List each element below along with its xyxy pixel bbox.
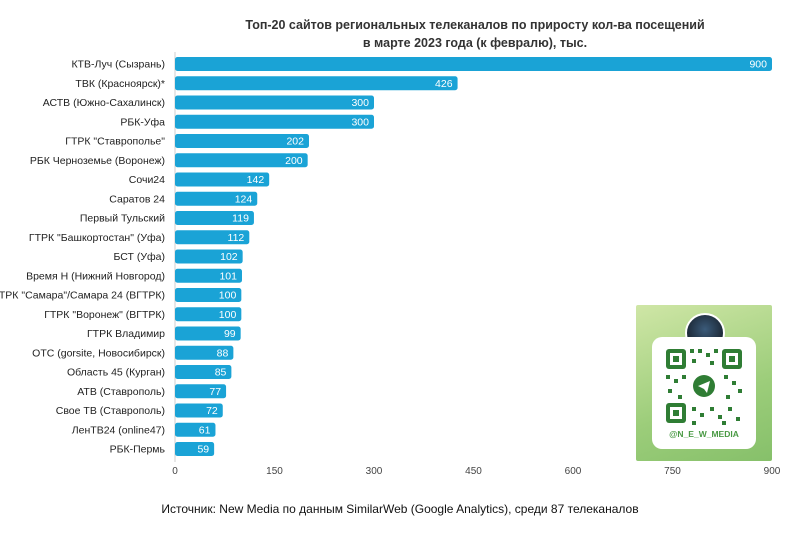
- value-label: 202: [286, 136, 304, 148]
- qr-handle: @N_E_W_MEDIA: [669, 429, 739, 439]
- bar: [175, 384, 227, 399]
- value-label: 59: [197, 444, 209, 456]
- value-label: 300: [351, 97, 369, 109]
- category-label: ГТРК "Самара"/Самара 24 (ВГТРК): [0, 290, 165, 302]
- category-label: Саратов 24: [109, 193, 165, 205]
- category-label: ГТРК "Башкортостан" (Уфа): [29, 232, 165, 244]
- category-label: ОТС (gorsite, Новосибирск): [32, 347, 165, 359]
- category-label: Сочи24: [129, 174, 165, 186]
- category-label: ЛенТВ24 (online47): [72, 424, 165, 436]
- category-label: ТВК (Красноярск)*: [75, 78, 165, 90]
- source-note: Источник: New Media по данным SimilarWeb…: [161, 502, 639, 516]
- category-label: БСТ (Уфа): [114, 251, 165, 263]
- bar: [175, 134, 309, 148]
- value-label: 119: [232, 213, 249, 225]
- category-label: ГТРК "Воронеж" (ВГТРК): [44, 309, 165, 321]
- bar: [175, 211, 254, 225]
- x-tick-label: 300: [366, 466, 383, 477]
- value-label: 102: [220, 251, 238, 263]
- value-label: 100: [219, 290, 237, 302]
- bar: [175, 307, 242, 322]
- bar: [175, 403, 223, 418]
- bar: [175, 268, 242, 283]
- value-label: 61: [199, 424, 211, 436]
- x-tick-label: 750: [664, 466, 681, 477]
- bar: [175, 114, 374, 129]
- chart-title-line-1: Топ-20 сайтов региональных телеканалов п…: [245, 18, 705, 32]
- bar: [175, 422, 216, 437]
- value-label: 85: [215, 367, 227, 379]
- category-label: АТВ (Ставрополь): [77, 386, 165, 398]
- category-label: РБК-Уфа: [120, 116, 165, 128]
- chart-title-line-2: в марте 2023 года (к февралю), тыс.: [362, 36, 588, 50]
- value-label: 99: [224, 328, 236, 340]
- bar-chart: КТВ-Луч (Сызрань) 900 ТВК (Красноярск)* 426…: [0, 52, 781, 477]
- category-label: Время Н (Нижний Новгород): [26, 270, 165, 282]
- x-tick-label: 450: [465, 466, 482, 477]
- bar: [175, 365, 232, 379]
- bar: [175, 326, 241, 341]
- bar: [175, 172, 270, 187]
- bar: [175, 191, 258, 206]
- value-label: 88: [217, 347, 229, 359]
- value-label: 77: [209, 386, 221, 398]
- bar: [175, 95, 374, 110]
- x-tick-label: 600: [565, 466, 582, 477]
- value-label: 100: [219, 309, 237, 321]
- category-label: КТВ-Луч (Сызрань): [71, 59, 165, 71]
- category-label: Первый Тульский: [80, 213, 165, 225]
- bar: [175, 249, 243, 264]
- qr-card[interactable]: @N_E_W_MEDIA: [636, 305, 772, 461]
- bar: [175, 442, 215, 456]
- chart-title: Топ-20 сайтов региональных телеканалов п…: [175, 16, 775, 52]
- value-label: 124: [235, 193, 253, 205]
- category-label: Свое ТВ (Ставрополь): [56, 405, 165, 417]
- bar: [175, 345, 234, 360]
- value-label: 300: [351, 116, 369, 128]
- bar: [175, 76, 458, 91]
- bar: [175, 153, 308, 168]
- value-label: 200: [285, 155, 303, 167]
- value-label: 142: [247, 174, 265, 186]
- x-tick-label: 900: [764, 466, 781, 477]
- category-label: РБК Черноземье (Воронеж): [30, 155, 165, 167]
- x-tick-label: 0: [172, 466, 178, 477]
- x-tick-label: 150: [266, 466, 283, 477]
- value-label: 101: [219, 270, 237, 282]
- category-label: РБК-Пермь: [110, 444, 166, 456]
- category-label: Область 45 (Курган): [67, 367, 165, 379]
- bar: [175, 230, 250, 245]
- value-label: 72: [206, 405, 218, 417]
- value-label: 426: [435, 78, 453, 90]
- bar: [175, 288, 242, 302]
- qr-code-panel: @N_E_W_MEDIA: [652, 337, 756, 449]
- value-label: 900: [749, 59, 767, 71]
- category-label: ГТРК Владимир: [87, 328, 165, 340]
- value-label: 112: [228, 232, 245, 244]
- category-label: АСТВ (Южно-Сахалинск): [43, 97, 165, 109]
- qr-code: [666, 349, 742, 425]
- bar: [175, 57, 772, 71]
- category-label: ГТРК "Ставрополье": [65, 136, 165, 148]
